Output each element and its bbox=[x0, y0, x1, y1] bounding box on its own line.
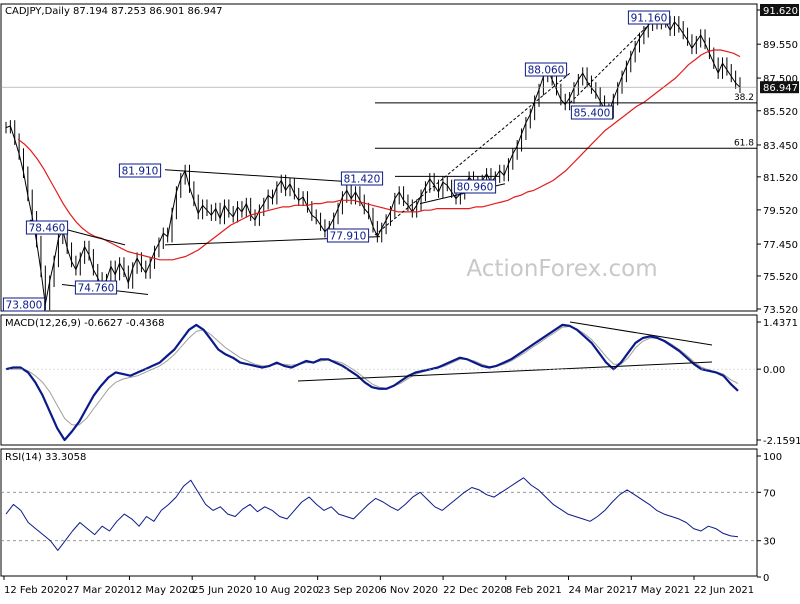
rsi-axis-label: 30 bbox=[763, 537, 776, 548]
price-axis-label: 89.550 bbox=[763, 40, 798, 51]
level-label: 91.160 bbox=[631, 13, 668, 25]
level-box bbox=[627, 10, 671, 25]
macd-line bbox=[5, 323, 739, 442]
price-layer: 38.2 61.8 73.800 78.460 74.760 81.910 81.420 77… bbox=[1, 10, 757, 312]
price-axis-label: 87.500 bbox=[763, 74, 798, 85]
x-axis-label: 6 Nov 2020 bbox=[380, 585, 438, 596]
rsi-axis-label: 0 bbox=[763, 573, 769, 584]
macd-signal-line bbox=[6, 326, 739, 426]
trend-line bbox=[569, 13, 661, 104]
level-label: 80.960 bbox=[457, 182, 494, 194]
price-axis-label: 83.450 bbox=[763, 141, 798, 152]
current-price-label: 86.947 bbox=[763, 83, 798, 94]
fib-level-label: 38.2 bbox=[734, 93, 754, 103]
price-axis-label: 77.450 bbox=[763, 240, 798, 251]
level-box bbox=[118, 163, 162, 178]
level-box bbox=[340, 171, 384, 186]
macd-trend-line bbox=[569, 321, 713, 346]
x-axis-label: 24 Mar 2021 bbox=[569, 585, 632, 596]
price-axis-label: 79.520 bbox=[763, 206, 798, 217]
rsi-layer bbox=[1, 477, 757, 551]
x-axis-label: 22 Jun 2021 bbox=[694, 585, 754, 596]
x-axis-label: 25 Jun 2020 bbox=[192, 585, 252, 596]
watermark: ActionForex.com bbox=[466, 256, 657, 282]
macd-axis-label: 1.4371 bbox=[763, 318, 798, 329]
level-label: 88.060 bbox=[528, 65, 565, 77]
macd-header: MACD(12,26,9) -0.6627 -0.4368 bbox=[5, 318, 165, 329]
level-box bbox=[570, 105, 614, 120]
x-axis-label: 23 Sep 2020 bbox=[318, 585, 381, 596]
macd-trend-line bbox=[297, 361, 713, 382]
x-axis-label: 12 Feb 2020 bbox=[4, 585, 66, 596]
fib-level-label: 61.8 bbox=[734, 138, 754, 148]
axes-layer: 91.620 89.550 87.500 85.520 83.450 81.520 79.5… bbox=[3, 4, 800, 596]
current-price-tag bbox=[760, 81, 799, 94]
rsi-axis-label: 70 bbox=[763, 488, 776, 499]
macd-axis-label: -2.1591 bbox=[763, 436, 800, 447]
price-axis-label: 75.520 bbox=[763, 272, 798, 283]
x-axis-label: 27 Mar 2020 bbox=[67, 585, 130, 596]
level-box bbox=[524, 62, 568, 77]
price-axis-label: 73.520 bbox=[763, 305, 798, 316]
macd-axis-label: 0.00 bbox=[763, 365, 785, 376]
level-label: 78.460 bbox=[29, 223, 66, 235]
x-axis-label: 12 May 2020 bbox=[129, 585, 194, 596]
x-axis-label: 22 Dec 2020 bbox=[443, 585, 507, 596]
level-box bbox=[326, 228, 370, 243]
rsi-line bbox=[5, 477, 739, 551]
level-box bbox=[74, 280, 118, 295]
price-panel bbox=[0, 3, 758, 312]
rsi-header: RSI(14) 33.3058 bbox=[5, 452, 86, 463]
level-box bbox=[453, 179, 497, 194]
x-axis-label: 10 Aug 2020 bbox=[255, 585, 319, 596]
level-box bbox=[25, 220, 69, 235]
trend-line bbox=[374, 72, 571, 236]
sma-line bbox=[17, 49, 741, 261]
price-axis-label: 85.520 bbox=[763, 107, 798, 118]
x-axis-label: 8 Feb 2021 bbox=[506, 585, 562, 596]
level-label: 81.910 bbox=[122, 166, 159, 178]
price-header: CADJPY,Daily 87.194 87.253 86.901 86.947 bbox=[5, 6, 223, 17]
level-label: 73.800 bbox=[6, 300, 43, 312]
level-label: 77.910 bbox=[330, 231, 367, 243]
price-line bbox=[5, 17, 741, 305]
level-label: 74.760 bbox=[78, 283, 115, 295]
x-axis-label: 7 May 2021 bbox=[631, 585, 690, 596]
rsi-panel bbox=[0, 448, 758, 577]
price-axis-label: 91.620 bbox=[763, 6, 798, 17]
level-label: 81.420 bbox=[344, 174, 381, 186]
macd-layer bbox=[1, 321, 757, 442]
macd-panel bbox=[0, 314, 758, 446]
rsi-axis-label: 100 bbox=[763, 452, 782, 463]
level-label: 85.400 bbox=[574, 108, 611, 120]
price-axis-label: 81.520 bbox=[763, 173, 798, 184]
top-price-tag bbox=[760, 4, 799, 16]
level-box bbox=[2, 297, 46, 312]
